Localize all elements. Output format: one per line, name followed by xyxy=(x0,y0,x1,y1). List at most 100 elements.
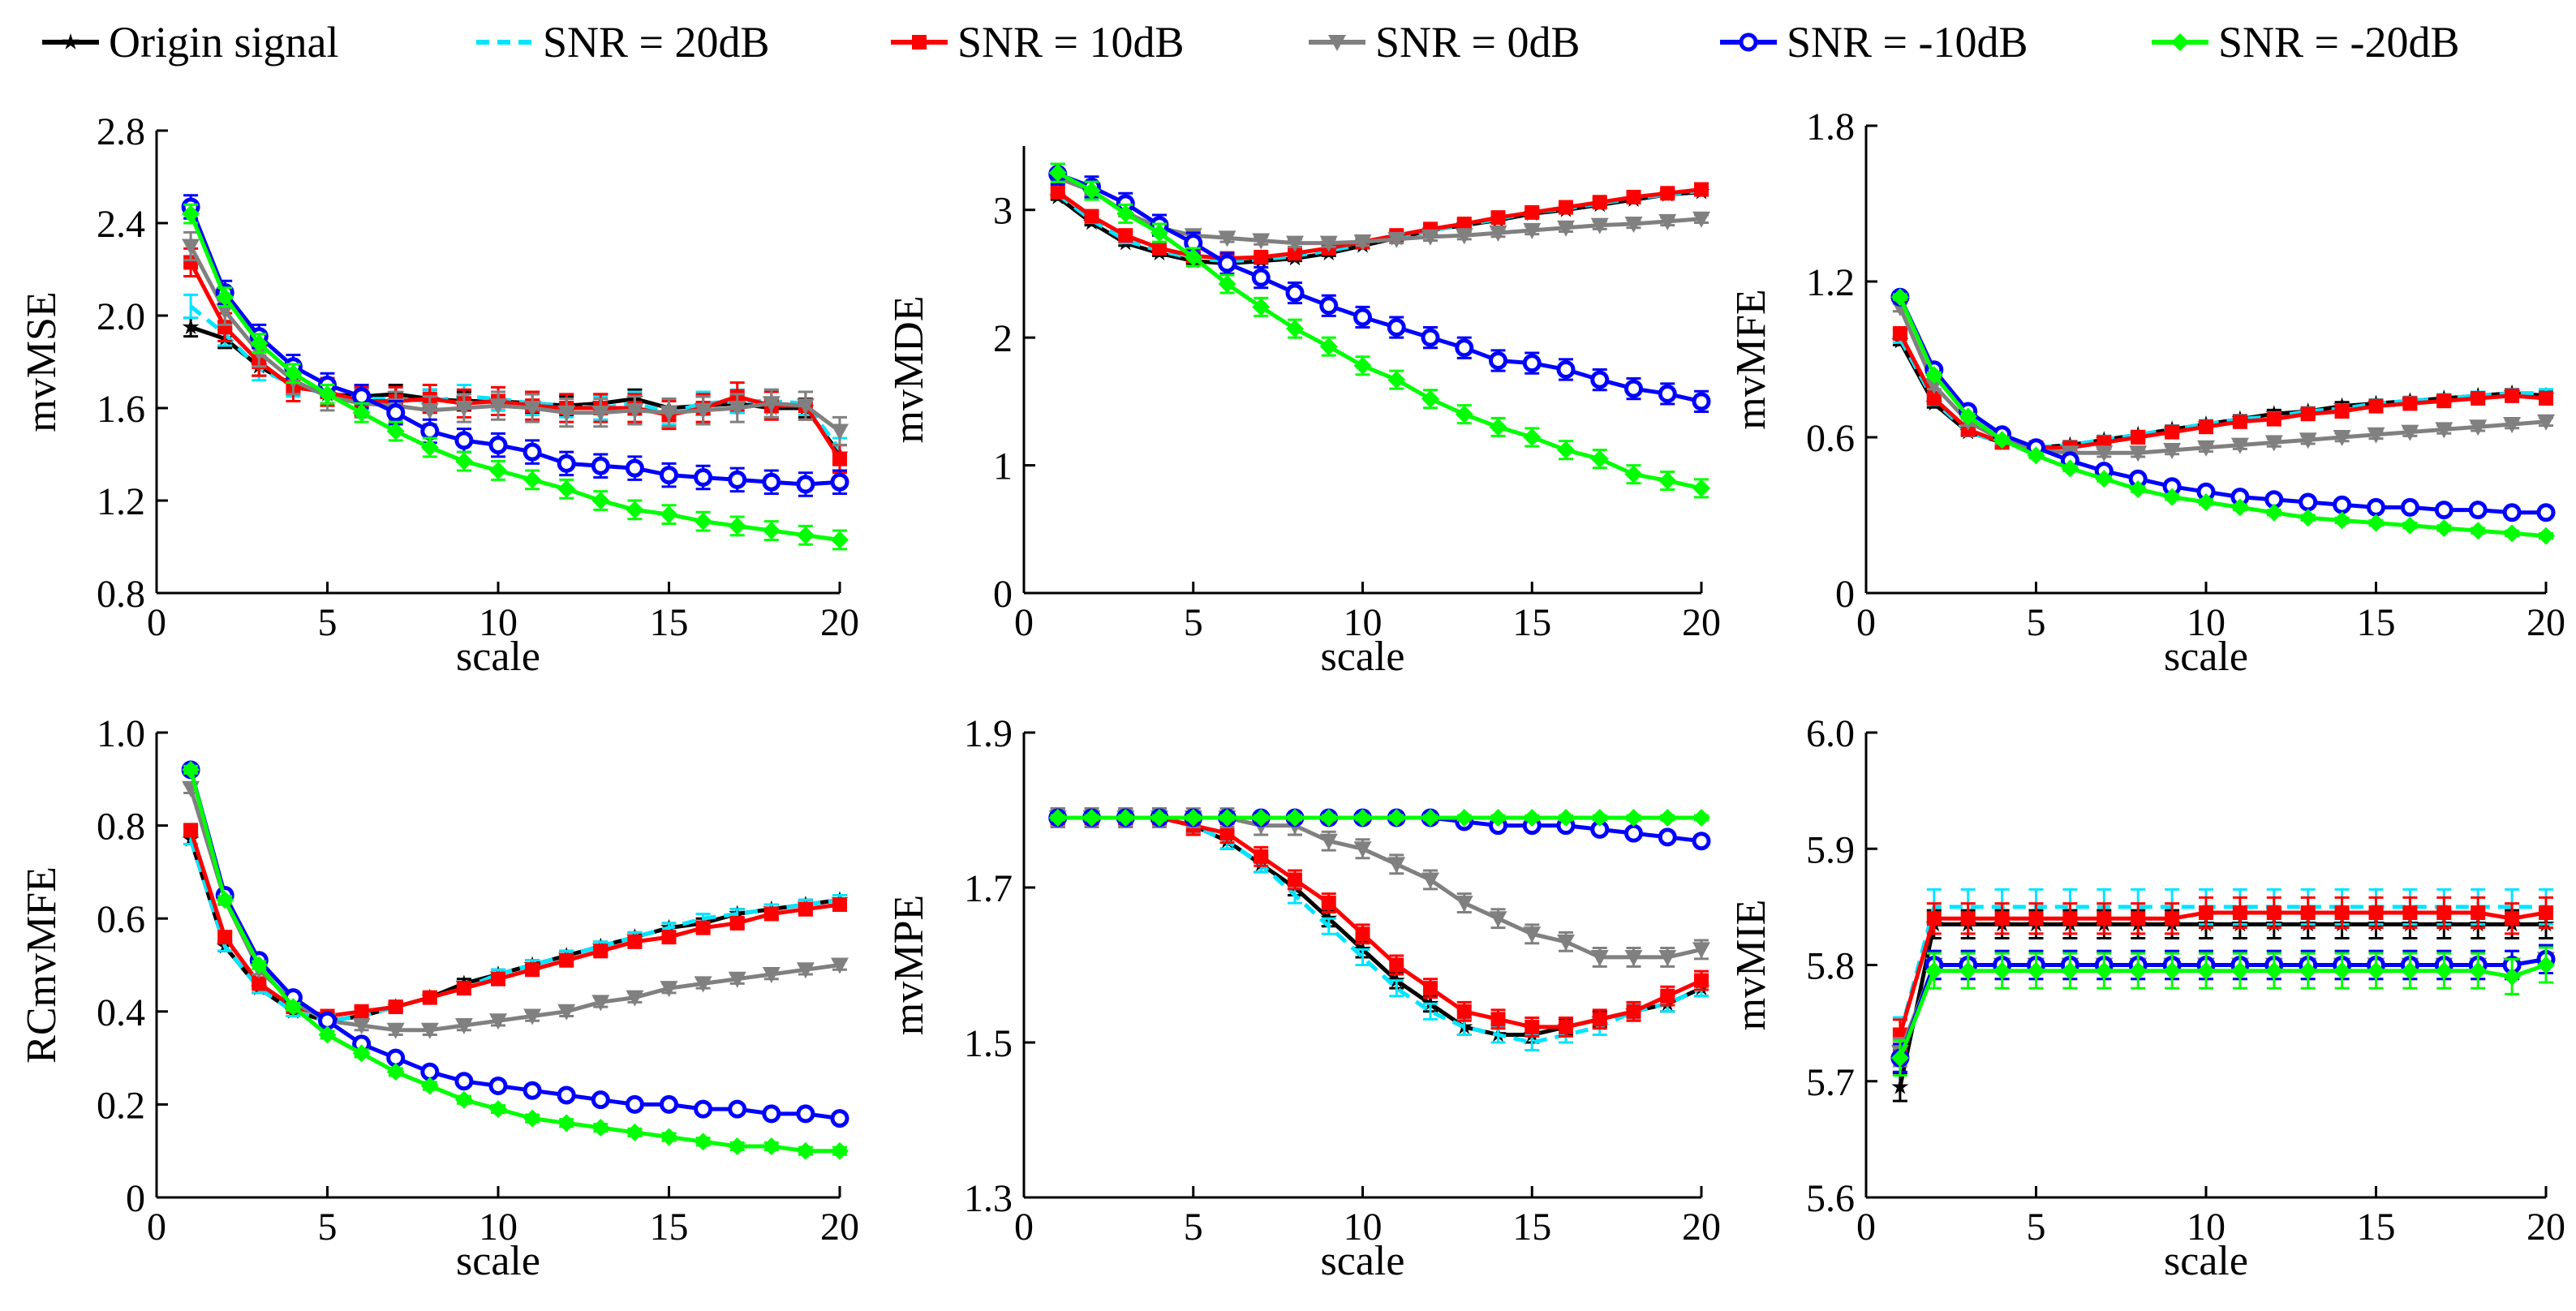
series-snr-20db xyxy=(1048,162,1710,499)
data-point xyxy=(2266,411,2281,427)
data-point xyxy=(798,901,813,917)
data-point xyxy=(488,436,508,455)
data-point xyxy=(1184,809,1202,827)
data-point xyxy=(1082,809,1101,827)
data-point xyxy=(728,1137,746,1155)
x-tick-label: 15 xyxy=(1512,1206,1551,1249)
data-point xyxy=(559,952,574,968)
legend: Origin signal SNR = 20dB SNR = 10dB SNR = 0… xyxy=(42,18,2460,67)
series-line xyxy=(1898,296,2547,539)
data-point xyxy=(796,1104,815,1124)
data-point xyxy=(2367,514,2385,532)
data-point xyxy=(1421,809,1439,827)
data-point xyxy=(1592,195,1607,210)
data-point xyxy=(182,239,200,256)
data-point xyxy=(593,943,609,959)
data-point xyxy=(2096,911,2112,926)
data-point xyxy=(2165,424,2180,440)
y-tick-label: 1.0 xyxy=(97,712,145,755)
data-point xyxy=(182,760,200,779)
data-point xyxy=(1692,392,1711,411)
data-point xyxy=(2095,470,2114,488)
y-tick-label: 2 xyxy=(993,317,1013,360)
data-point xyxy=(1556,360,1576,379)
data-point xyxy=(1590,449,1609,468)
legend-entry: SNR = 20dB xyxy=(476,18,770,67)
chart-panel-rcmvmfe: 0 5 10 15 20 0 0.2 0.4 0.6 0.8 1.0 scale RCmvMFE xyxy=(19,712,859,1284)
y-tick-label: 2.8 xyxy=(97,110,145,153)
data-point xyxy=(216,303,234,320)
x-tick-label: 10 xyxy=(2187,601,2226,644)
x-axis-label: scale xyxy=(2164,1238,2248,1284)
data-point xyxy=(2503,967,2522,986)
x-tick-label: 15 xyxy=(650,601,689,644)
data-point xyxy=(1490,210,1506,226)
legend-label: SNR = -10dB xyxy=(1787,18,2028,67)
data-point xyxy=(661,930,677,945)
data-point xyxy=(1658,471,1677,490)
data-point xyxy=(1254,849,1269,864)
data-point xyxy=(1286,235,1304,252)
data-point xyxy=(1692,211,1710,228)
data-point xyxy=(1353,307,1372,327)
data-point xyxy=(831,957,849,974)
data-point xyxy=(762,1137,781,1155)
data-point xyxy=(2163,961,2182,980)
data-point xyxy=(182,318,200,335)
x-tick-label: 0 xyxy=(1014,1206,1034,1249)
data-point xyxy=(1658,213,1677,230)
data-point xyxy=(2436,393,2452,409)
chart-panel-mvmde: 0 5 10 15 20 0 1 2 3 scale mvMDE xyxy=(886,146,1721,680)
data-point xyxy=(217,930,233,945)
data-point xyxy=(1692,832,1711,851)
data-point xyxy=(352,403,371,422)
data-point xyxy=(2027,446,2045,465)
data-point xyxy=(591,1119,610,1137)
data-point xyxy=(1924,961,1943,980)
data-point xyxy=(1658,827,1677,847)
data-point xyxy=(728,517,746,535)
data-point xyxy=(2434,501,2453,520)
data-point xyxy=(1557,934,1575,951)
data-point xyxy=(2197,493,2215,511)
data-point xyxy=(454,452,473,471)
data-point xyxy=(1118,228,1133,243)
data-point xyxy=(1286,320,1304,338)
data-point xyxy=(2402,905,2418,921)
data-point xyxy=(1218,230,1236,247)
data-point xyxy=(1892,326,1907,341)
data-point xyxy=(2471,905,2486,921)
data-point xyxy=(591,405,610,422)
data-point xyxy=(1994,911,2010,926)
legend-label: Origin signal xyxy=(109,18,338,67)
data-point xyxy=(1254,249,1269,264)
data-point xyxy=(1523,428,1542,446)
series-line xyxy=(1057,815,1702,960)
data-point xyxy=(420,1077,439,1095)
series-line xyxy=(188,206,841,487)
data-point xyxy=(1559,1019,1573,1034)
data-point xyxy=(1456,1004,1472,1019)
data-point xyxy=(1252,298,1271,316)
x-tick-label: 5 xyxy=(2027,601,2046,644)
data-point xyxy=(591,492,610,509)
x-axis-label: scale xyxy=(1321,1238,1405,1284)
data-point xyxy=(1423,981,1438,996)
data-point xyxy=(1658,949,1677,966)
chart-panel-mvmse: 0 5 10 15 20 0.8 1.2 1.6 2.0 2.4 2.8 scale mvMSE xyxy=(19,110,859,680)
x-tick-label: 15 xyxy=(2357,601,2396,644)
series-snr-20db xyxy=(1890,946,2555,1077)
x-axis-label: scale xyxy=(2164,634,2248,680)
legend-marker-swatch xyxy=(1328,35,1346,51)
y-axis-label: mvMSE xyxy=(19,291,65,432)
x-axis-label: scale xyxy=(456,1238,540,1284)
x-tick-label: 0 xyxy=(147,601,166,644)
data-point xyxy=(1048,164,1067,183)
data-point xyxy=(1624,823,1643,843)
data-point xyxy=(1660,186,1675,201)
data-point xyxy=(1252,809,1271,827)
data-point xyxy=(422,990,437,1005)
chart-panel-mvmfe: 0 5 10 15 20 0 0.6 1.2 1.8 scale mvMFE xyxy=(1728,105,2565,680)
data-point xyxy=(831,423,849,441)
data-point xyxy=(591,456,610,475)
